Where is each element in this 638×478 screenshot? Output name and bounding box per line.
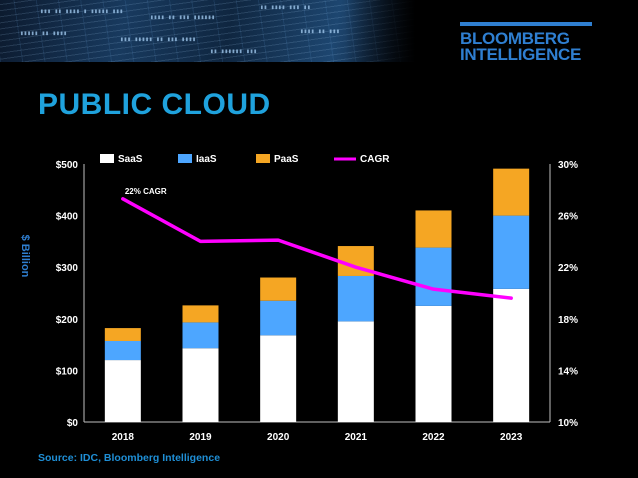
bar-iaas-2022 (415, 247, 452, 306)
chart-svg: $0 $100 $200 $300 $400 $500 10% 14% 18% 22% 26% 30%… (56, 154, 578, 443)
bar-saas-2018 (104, 360, 141, 422)
cagr-point (199, 239, 202, 243)
bar-paas-2020 (260, 277, 297, 301)
bar-iaas-2020 (260, 300, 297, 336)
cagr-line (121, 197, 513, 300)
x-tick-label: 2022 (422, 432, 445, 443)
x-tick-label: 2018 (112, 432, 135, 443)
cagr-point (509, 296, 513, 300)
y2-tick-label: 30% (558, 160, 578, 171)
bar-saas-2020 (260, 335, 297, 422)
bar-paas-2019 (182, 305, 219, 323)
x-tick-label: 2019 (189, 432, 212, 443)
y-tick-label: $100 (56, 366, 79, 377)
bar-saas-2021 (337, 321, 374, 422)
logo-line-2: INTELLIGENCE (460, 45, 582, 62)
bar-paas-2022 (415, 210, 452, 248)
y-tick-label: $300 (56, 263, 79, 274)
terminal-screen-image: ▮▮▮ ▮▮ ▮▮▮▮ ▮ ▮▮▮▮▮ ▮▮▮ ▮▮▮▮ ▮▮ ▮▮▮ ▮▮▮▮… (0, 0, 415, 62)
bar-saas-2019 (182, 348, 219, 422)
legend-swatch-saas (100, 154, 114, 163)
y2-tick-label: 26% (558, 212, 578, 223)
bar-saas-2022 (415, 305, 452, 422)
legend-swatch-iaas (178, 154, 192, 163)
cloud-market-chart: $0 $100 $200 $300 $400 $500 10% 14% 18% 22% 26% 30%… (38, 148, 606, 448)
cagr-annotation: 22% CAGR (125, 187, 167, 196)
y2-tick-label: 14% (558, 366, 578, 377)
legend-label-cagr: CAGR (360, 154, 390, 165)
bar-iaas-2023 (493, 215, 530, 289)
cagr-point (354, 265, 358, 269)
cagr-point (276, 238, 280, 242)
source-note: Source: IDC, Bloomberg Intelligence (38, 452, 221, 464)
y-tick-label: $500 (56, 160, 79, 171)
bar-saas-2023 (493, 288, 530, 422)
legend-label-saas: SaaS (118, 154, 143, 165)
legend-label-paas: PaaS (274, 154, 299, 165)
cagr-point (432, 287, 435, 291)
y2-tick-label: 22% (558, 263, 578, 274)
bloomberg-intelligence-logo: BLOOMBERG INTELLIGENCE (460, 22, 592, 62)
y2-tick-label: 18% (558, 315, 578, 326)
bar-paas-2023 (493, 168, 530, 216)
bar-iaas-2019 (182, 322, 219, 349)
x-tick-label: 2020 (267, 432, 290, 443)
bar-iaas-2018 (104, 340, 141, 361)
y-axis-label: $ Billion (19, 234, 31, 278)
y-tick-label: $0 (67, 418, 79, 429)
slide-title: PUBLIC CLOUD (38, 88, 271, 121)
x-tick-label: 2023 (500, 432, 523, 443)
legend-swatch-paas (256, 154, 270, 163)
header-banner: ▮▮▮ ▮▮ ▮▮▮▮ ▮ ▮▮▮▮▮ ▮▮▮ ▮▮▮▮ ▮▮ ▮▮▮ ▮▮▮▮… (0, 0, 638, 62)
legend-label-iaas: IaaS (196, 154, 217, 165)
cagr-point (121, 197, 125, 201)
bar-paas-2018 (104, 328, 141, 341)
y-tick-label: $200 (56, 315, 79, 326)
bar-iaas-2021 (337, 275, 374, 322)
y-tick-label: $400 (56, 212, 79, 223)
y2-tick-label: 10% (558, 418, 578, 429)
x-tick-label: 2021 (345, 432, 368, 443)
logo-line-1: BLOOMBERG (460, 29, 570, 48)
